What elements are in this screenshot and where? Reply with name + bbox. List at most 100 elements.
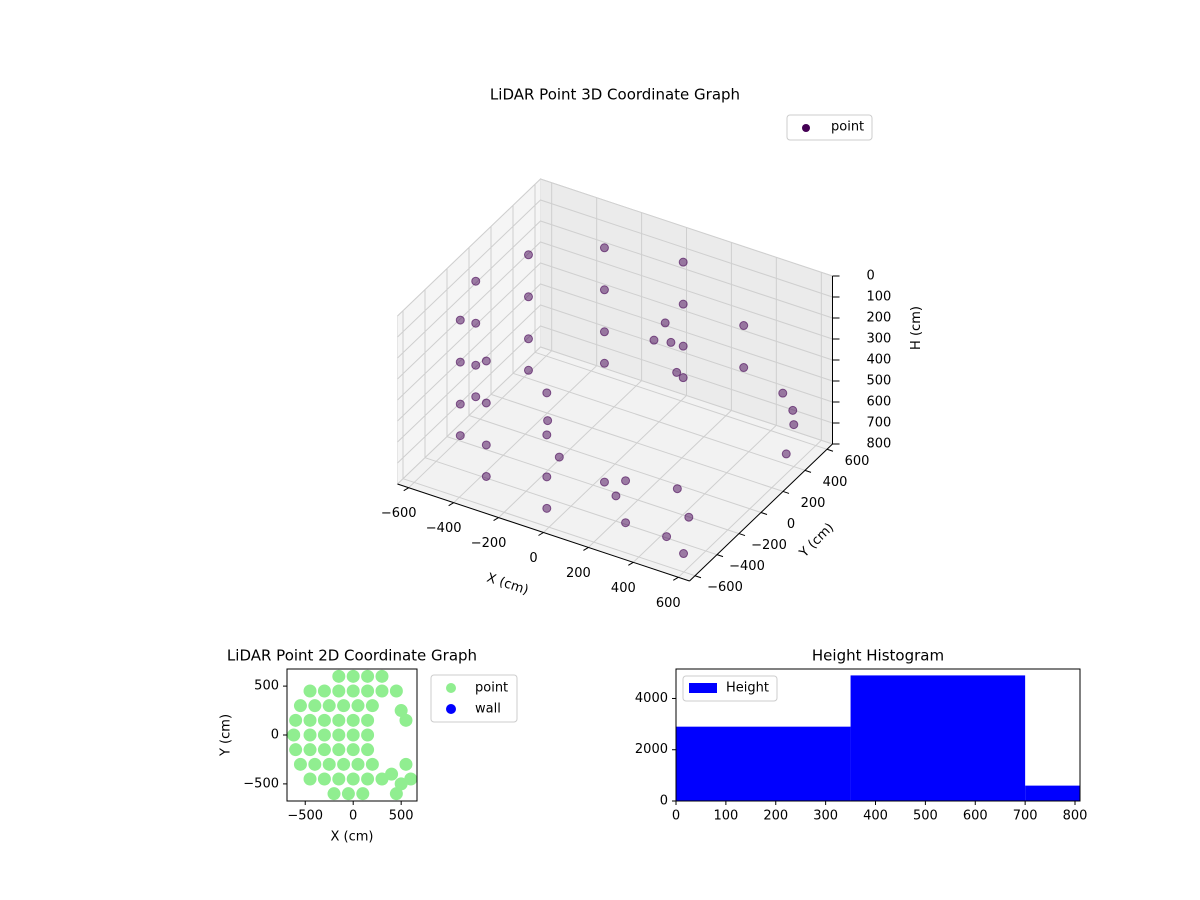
point <box>481 471 491 481</box>
point <box>303 684 317 698</box>
tick-mark <box>628 561 634 566</box>
x-tick-label: 300 <box>813 809 838 824</box>
grid-line <box>397 304 833 443</box>
x-tick-label: 200 <box>763 809 788 824</box>
chart-title: Height Histogram <box>812 647 944 665</box>
bar <box>850 675 1026 801</box>
point <box>542 430 552 440</box>
legend-marker <box>446 704 456 714</box>
point <box>303 713 317 727</box>
z-tick-label: 600 <box>867 395 892 410</box>
point <box>679 549 689 559</box>
point <box>346 684 360 698</box>
y-tick-label: 200 <box>801 496 826 511</box>
point <box>361 713 375 727</box>
point <box>542 472 552 482</box>
chart-title: LiDAR Point 3D Coordinate Graph <box>490 86 740 104</box>
point <box>666 337 676 347</box>
point <box>346 772 360 786</box>
legend: Height <box>682 675 778 702</box>
tick-mark <box>538 532 544 536</box>
point <box>739 321 749 331</box>
legend-box <box>786 114 873 141</box>
point <box>778 388 788 398</box>
point <box>660 318 670 328</box>
tick-mark <box>583 546 589 551</box>
axes-3d: LiDAR Point 3D Coordinate Graph−600−400−… <box>381 86 924 611</box>
point <box>361 743 375 757</box>
point <box>389 684 403 698</box>
grid-line <box>397 199 833 338</box>
legend-label: point <box>475 681 508 696</box>
point <box>788 405 798 415</box>
point <box>346 728 360 742</box>
point <box>471 276 481 286</box>
grid-line <box>397 262 833 401</box>
point <box>317 772 331 786</box>
tick-mark <box>716 554 724 558</box>
tick-mark <box>826 448 834 452</box>
point <box>542 503 552 513</box>
point <box>308 757 322 771</box>
x-tick-label: 800 <box>1063 809 1088 824</box>
plot-area <box>676 675 1080 801</box>
point <box>399 713 413 727</box>
point <box>662 532 672 542</box>
point <box>351 757 365 771</box>
legend: point wall <box>430 674 518 723</box>
point <box>317 684 331 698</box>
point <box>337 757 351 771</box>
point <box>678 299 688 309</box>
point <box>739 363 749 373</box>
point <box>394 704 408 718</box>
point <box>554 452 564 462</box>
y-tick-label: 0 <box>271 728 279 743</box>
x-tick-label: 200 <box>566 566 591 581</box>
point <box>523 250 533 260</box>
point <box>455 315 465 325</box>
point <box>375 684 389 698</box>
y-axis-line <box>689 443 833 582</box>
legend: point <box>786 114 873 141</box>
point <box>523 334 533 344</box>
z-tick-label: 800 <box>867 437 892 452</box>
z-tick-label: 400 <box>867 353 892 368</box>
point <box>327 787 341 801</box>
axes-hist: Height Histogram 0 100 200 300 400 500 600 700 80… <box>635 647 1088 824</box>
x-tick-label: 500 <box>389 809 414 824</box>
y-tick-label: 2000 <box>635 742 668 757</box>
x-tick-label: 700 <box>1013 809 1038 824</box>
point <box>621 518 631 528</box>
point <box>361 669 375 683</box>
y-tick-label: 400 <box>823 475 848 490</box>
x-tick-label: 100 <box>713 809 738 824</box>
point <box>303 743 317 757</box>
point <box>543 416 553 426</box>
legend-label: wall <box>475 702 501 717</box>
point <box>471 392 481 402</box>
x-axis-label: X (cm) <box>331 830 374 845</box>
point <box>481 440 491 450</box>
point <box>346 743 360 757</box>
point <box>471 318 481 328</box>
point <box>303 772 317 786</box>
point <box>361 772 375 786</box>
z-tick-label: 0 <box>867 269 875 284</box>
legend-box <box>682 675 778 702</box>
tick-mark <box>694 575 702 579</box>
y-tick-label: −600 <box>707 580 743 595</box>
point <box>361 728 375 742</box>
point <box>599 477 609 487</box>
point <box>289 713 303 727</box>
point <box>678 341 688 351</box>
point <box>481 356 491 366</box>
point <box>332 713 346 727</box>
point <box>332 684 346 698</box>
point <box>455 399 465 409</box>
point <box>678 257 688 267</box>
point <box>481 398 491 408</box>
z-tick-label: 300 <box>867 332 892 347</box>
point <box>385 767 399 781</box>
z-tick-label: 100 <box>867 290 892 305</box>
legend-swatch <box>689 683 717 693</box>
